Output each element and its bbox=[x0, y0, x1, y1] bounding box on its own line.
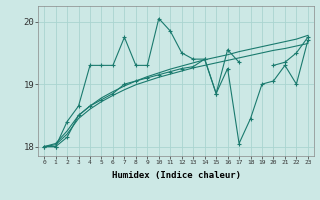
X-axis label: Humidex (Indice chaleur): Humidex (Indice chaleur) bbox=[111, 171, 241, 180]
